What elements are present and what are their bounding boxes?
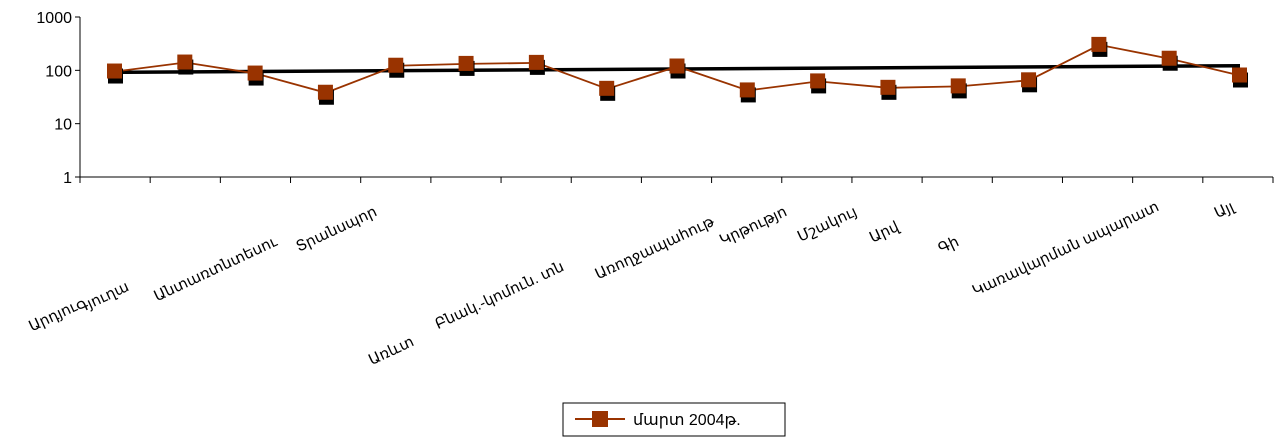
- data-point: [1021, 72, 1037, 88]
- category-label: Կրթությո: [717, 203, 790, 249]
- legend: մարտ 2004թ.: [562, 402, 786, 437]
- category-label: Առողջապահութ: [593, 213, 718, 283]
- y-tick-label: 10: [54, 117, 72, 134]
- data-point: [388, 57, 404, 73]
- data-point: [317, 84, 333, 100]
- legend-marker: [592, 411, 608, 427]
- category-label: Կառավարման ապարատ: [970, 198, 1162, 300]
- series-group: [107, 36, 1248, 105]
- category-label: Արվ: [867, 218, 902, 247]
- data-point: [107, 63, 122, 79]
- y-tick-label: 1: [63, 170, 72, 187]
- data-point: [1232, 67, 1247, 83]
- data-point: [247, 65, 263, 81]
- axes: [75, 16, 1273, 178]
- category-label: Գյուղա: [74, 278, 132, 317]
- data-point: [599, 80, 615, 96]
- x-tick-marks: [79, 177, 1274, 183]
- legend-label: մարտ 2004թ.: [633, 412, 741, 429]
- data-point: [669, 58, 685, 74]
- y-tick-label: 1000: [36, 10, 72, 27]
- data-point: [950, 78, 966, 94]
- category-label: Առևտ: [366, 333, 417, 369]
- category-label: Բնակ.-կոմուն. տն: [432, 258, 566, 333]
- data-point: [1091, 36, 1107, 52]
- category-label: Անտառտնտեսու: [151, 233, 280, 305]
- data-point: [458, 55, 474, 71]
- category-label: Գի: [936, 233, 962, 257]
- data-point: [528, 54, 544, 70]
- category-label: Մշակույ: [795, 203, 860, 245]
- y-tick-label: 100: [45, 63, 72, 80]
- category-label: Տրանսպոր: [293, 203, 379, 255]
- data-point: [1161, 50, 1177, 66]
- data-point: [177, 54, 193, 70]
- category-label: Արդյու: [26, 298, 80, 335]
- y-tick-labels: 1 10 100 1000: [36, 10, 72, 187]
- data-point: [810, 73, 826, 89]
- category-label: Այլ: [1212, 198, 1238, 222]
- data-point: [739, 82, 755, 98]
- data-point: [880, 79, 896, 95]
